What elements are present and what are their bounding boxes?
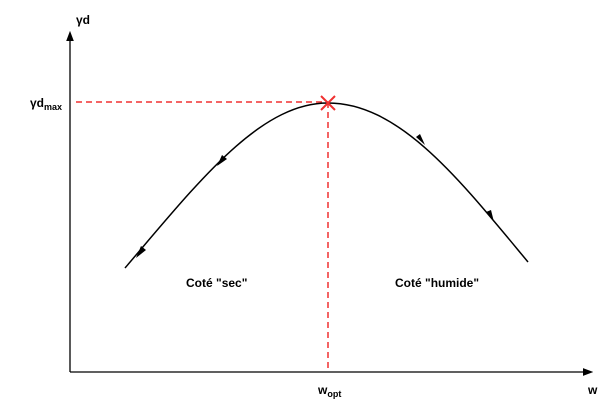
y-label: γd bbox=[76, 13, 90, 27]
x-marker-base: w bbox=[317, 383, 328, 397]
x-marker: wopt bbox=[317, 383, 341, 399]
y-marker-sub: max bbox=[44, 102, 62, 112]
x-label: w bbox=[587, 383, 598, 397]
y-marker-base: γd bbox=[30, 96, 44, 110]
optimum-cross bbox=[320, 95, 336, 111]
region-label: Coté "humide" bbox=[395, 276, 479, 290]
region-label: Coté "sec" bbox=[186, 276, 247, 290]
arrow bbox=[486, 210, 494, 222]
y-marker: γdmax bbox=[30, 96, 62, 112]
arrow bbox=[136, 246, 146, 258]
compaction-curve bbox=[124, 102, 529, 269]
arrow bbox=[217, 155, 227, 166]
x-marker-sub: opt bbox=[327, 389, 341, 399]
arrow bbox=[416, 134, 425, 145]
